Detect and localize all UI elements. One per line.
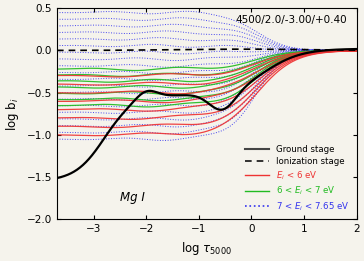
Text: 4500/2.0/-3.00/+0.40: 4500/2.0/-3.00/+0.40 <box>236 15 348 25</box>
X-axis label: log $\tau_{5000}$: log $\tau_{5000}$ <box>181 240 232 257</box>
Y-axis label: log b$_i$: log b$_i$ <box>4 97 21 130</box>
Legend: Ground stage, Ionization stage, $E_i$ < 6 eV, 6 < $E_i$ < 7 eV, 7 < $E_i$ < 7.65: Ground stage, Ionization stage, $E_i$ < … <box>243 143 352 215</box>
Text: Mg I: Mg I <box>120 191 145 204</box>
